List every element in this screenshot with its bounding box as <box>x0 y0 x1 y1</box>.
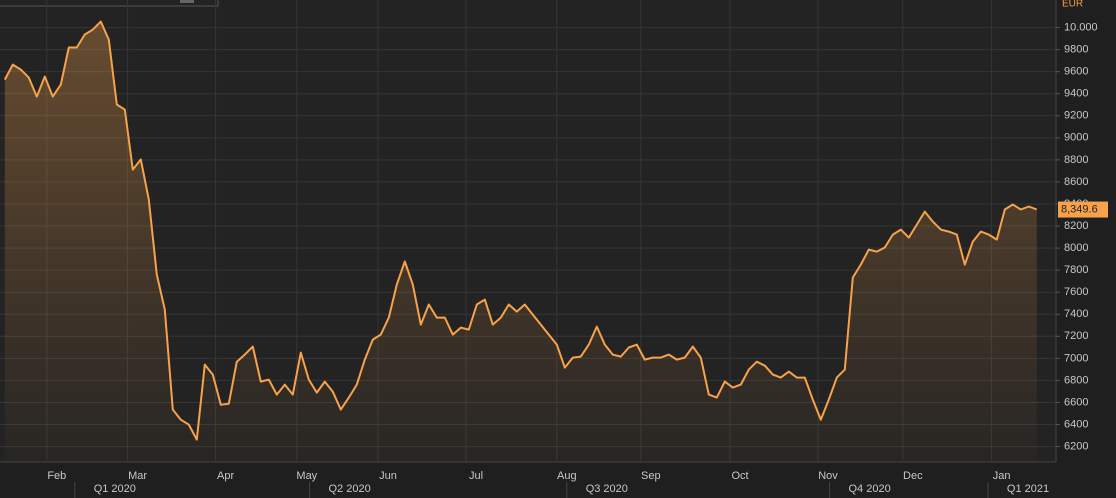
x-tick-label: May <box>296 470 317 482</box>
x-tick-label: Jun <box>379 470 397 482</box>
y-tick-label: 7200 <box>1064 330 1088 342</box>
y-tick-label: 8200 <box>1064 220 1088 232</box>
quarter-label: Q4 2020 <box>848 483 890 495</box>
x-tick-label: Oct <box>731 470 748 482</box>
y-tick-label: 9800 <box>1064 44 1088 56</box>
y-tick-label: 8600 <box>1064 176 1088 188</box>
last-price-label: 8,349.6 <box>1061 203 1098 215</box>
x-tick-label: Feb <box>47 470 66 482</box>
y-tick-label: 6800 <box>1064 374 1088 386</box>
quarter-label: Q1 2021 <box>1007 483 1049 495</box>
unit-label: EUR <box>1062 0 1083 10</box>
y-tick-label: 7800 <box>1064 264 1088 276</box>
x-tick-label: Sep <box>641 470 661 482</box>
quarter-label: Q1 2020 <box>94 483 136 495</box>
y-tick-label: 7600 <box>1064 286 1088 298</box>
quarter-label: Q2 2020 <box>328 483 370 495</box>
price-line <box>3 20 1038 441</box>
y-tick-label: 9400 <box>1064 88 1088 100</box>
last-price-tag <box>1058 201 1108 218</box>
x-tick-label: Mar <box>128 470 147 482</box>
y-tick-label: 6200 <box>1064 440 1088 452</box>
y-tick-label: 8000 <box>1064 242 1088 254</box>
y-tick-label: 6400 <box>1064 418 1088 430</box>
y-tick-label: 8800 <box>1064 154 1088 166</box>
quarter-label: Q3 2020 <box>586 483 628 495</box>
x-tick-label: Aug <box>557 470 577 482</box>
y-tick-label: 9200 <box>1064 110 1088 122</box>
x-tick-label: Jul <box>469 470 483 482</box>
x-tick-label: Nov <box>818 470 838 482</box>
y-tick-label: 9600 <box>1064 66 1088 78</box>
x-tick-label: Jan <box>993 470 1011 482</box>
legend-icon <box>180 0 194 3</box>
y-tick-label: 9000 <box>1064 132 1088 144</box>
area <box>4 21 1037 462</box>
legend-box <box>0 0 219 7</box>
y-tick-label: 10.000 <box>1064 21 1098 33</box>
y-tick-label: 7400 <box>1064 308 1088 320</box>
y-tick-label: 7000 <box>1064 352 1088 364</box>
x-tick-label: Apr <box>217 470 234 482</box>
x-tick-label: Dec <box>903 470 923 482</box>
y-tick-label: 6600 <box>1064 396 1088 408</box>
